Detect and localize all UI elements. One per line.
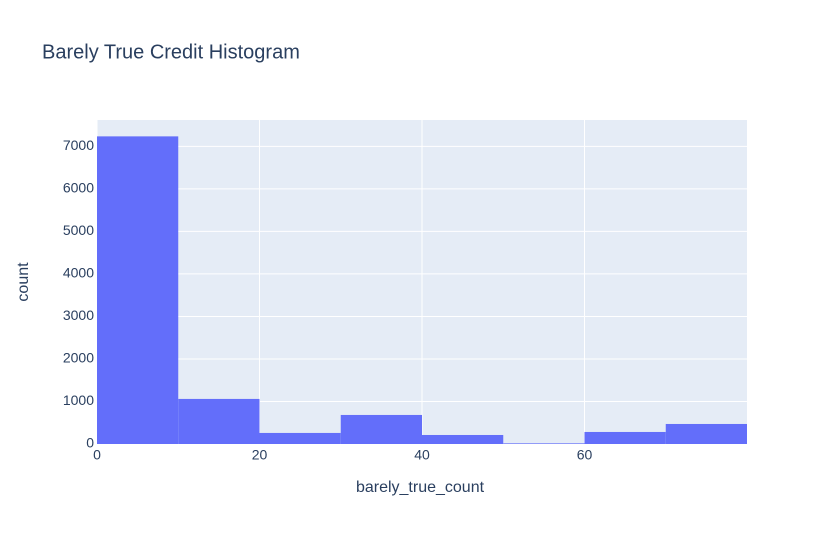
y-axis-title: count xyxy=(15,262,32,302)
bar xyxy=(178,398,260,444)
y-tick-label: 2000 xyxy=(63,350,94,366)
bar xyxy=(340,414,422,444)
bar xyxy=(97,136,179,445)
x-tick-label: 40 xyxy=(414,447,430,463)
bar xyxy=(503,443,585,444)
y-tick-label: 0 xyxy=(86,435,94,451)
y-tick-label: 5000 xyxy=(63,222,94,238)
x-tick-label: 0 xyxy=(93,447,101,463)
chart-title: Barely True Credit Histogram xyxy=(42,41,300,63)
y-tick-label: 4000 xyxy=(63,265,94,281)
x-axis-title: barely_true_count xyxy=(356,479,485,496)
y-tick-label: 3000 xyxy=(63,307,94,323)
y-tick-label: 7000 xyxy=(63,137,94,153)
bar xyxy=(259,432,341,444)
x-tick-label: 60 xyxy=(577,447,593,463)
y-tick-label: 1000 xyxy=(63,392,94,408)
bar xyxy=(584,431,666,444)
y-tick-label: 6000 xyxy=(63,180,94,196)
x-tick-label: 20 xyxy=(252,447,268,463)
bar xyxy=(665,423,747,444)
bar xyxy=(422,434,504,444)
